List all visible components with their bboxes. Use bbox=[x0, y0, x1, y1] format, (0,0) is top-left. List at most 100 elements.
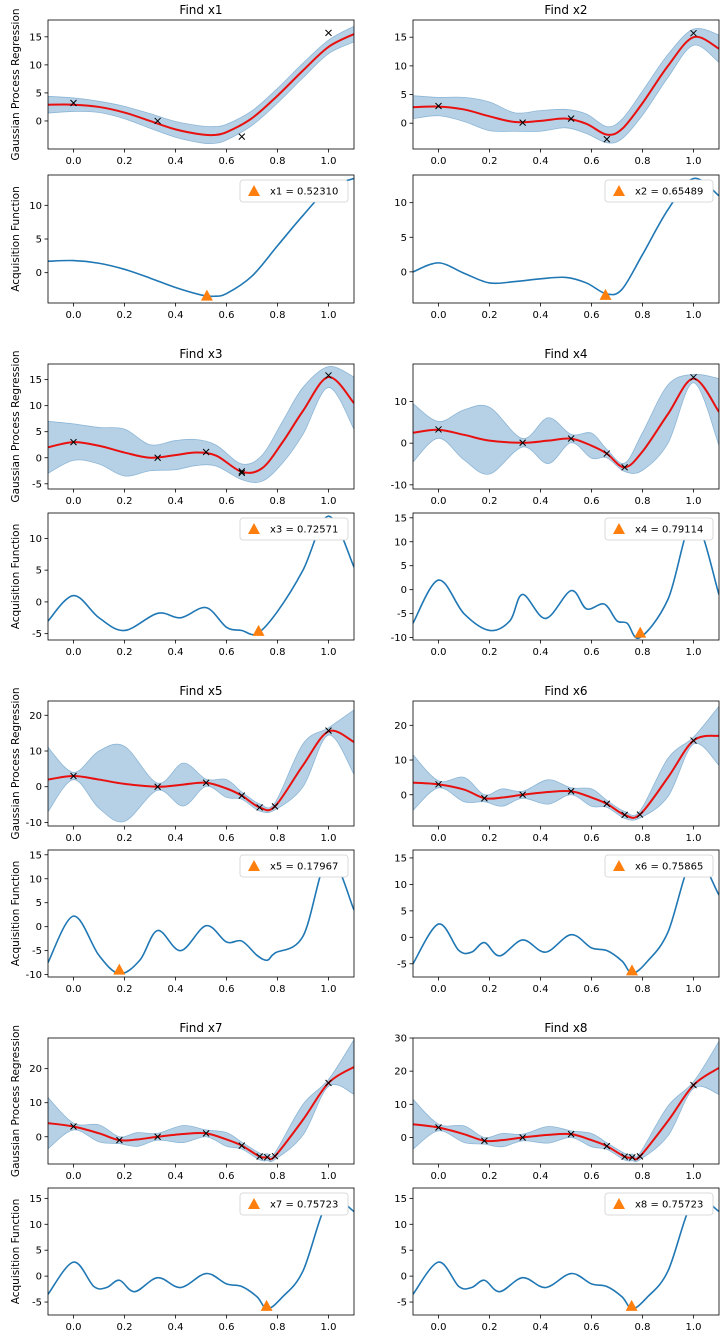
y-tick-label: -10 bbox=[391, 633, 407, 644]
y-tick-label: 5 bbox=[36, 1246, 42, 1257]
legend: x6 = 0.75865 bbox=[604, 854, 714, 878]
legend-frame bbox=[239, 179, 349, 203]
y-tick-label: 10 bbox=[394, 880, 407, 891]
acq-panel-3-plot-area bbox=[48, 515, 354, 636]
x-tick-label: 0.0 bbox=[66, 496, 82, 507]
acq-panel-5-plot-area bbox=[48, 856, 354, 975]
x-tick-label: 0.2 bbox=[117, 1322, 133, 1333]
observation-marker bbox=[70, 438, 77, 446]
gp-panel-5-plot-area bbox=[48, 709, 354, 823]
x-tick-label: 0.6 bbox=[219, 310, 235, 321]
x-tick-label: 1.0 bbox=[686, 496, 702, 507]
y-tick-label: 10 bbox=[394, 1220, 407, 1231]
legend-frame bbox=[239, 517, 349, 541]
y-tick-label: 0 bbox=[401, 585, 407, 596]
y-tick-label: 20 bbox=[394, 1067, 407, 1078]
x-tick-label: 0.0 bbox=[431, 984, 447, 995]
x-tick-label: 0.6 bbox=[584, 984, 600, 995]
observation-marker bbox=[519, 439, 527, 447]
legend-marker-icon bbox=[248, 1198, 260, 1209]
x-tick-label: 0.4 bbox=[533, 647, 549, 658]
observation-marker bbox=[154, 1133, 162, 1141]
panel-title: Find x3 bbox=[179, 347, 222, 361]
y-tick-label: 5 bbox=[401, 906, 407, 917]
x-tick-label: 0.8 bbox=[635, 156, 651, 167]
legend-label: x5 = 0.17967 bbox=[270, 862, 338, 873]
legend-marker-icon bbox=[613, 523, 625, 534]
observation-marker bbox=[238, 133, 246, 141]
observation-marker bbox=[70, 1123, 77, 1130]
x-tick-label: 0.2 bbox=[482, 647, 498, 658]
y-tick-label: -5 bbox=[32, 1298, 42, 1309]
legend-marker-icon bbox=[613, 185, 625, 196]
x-tick-label: 0.0 bbox=[66, 1171, 82, 1182]
observation-marker bbox=[238, 467, 246, 475]
x-tick-label: 0.2 bbox=[117, 156, 133, 167]
x-tick-label: 1.0 bbox=[321, 1322, 337, 1333]
x-tick-label: 0.6 bbox=[584, 647, 600, 658]
acquisition-line bbox=[413, 1197, 719, 1310]
acq-panel-7-plot-area bbox=[48, 1197, 354, 1310]
y-tick-label: 10 bbox=[394, 756, 407, 767]
panel-title: Find x8 bbox=[544, 1021, 587, 1035]
gp-panel-7: 0.0 0.2 0.4 0.6 0.8 1.0 0 10 20 Find x7 bbox=[29, 1021, 355, 1182]
acq-panel-2-plot-area bbox=[413, 177, 719, 296]
x-tick-label: 0.0 bbox=[66, 984, 82, 995]
y-tick-label: 15 bbox=[29, 32, 42, 43]
acquisition-line bbox=[48, 1197, 354, 1310]
observation-marker bbox=[154, 454, 162, 462]
observation-marker bbox=[271, 1152, 279, 1160]
x-tick-label: 0.2 bbox=[117, 1171, 133, 1182]
gp-axes-frame bbox=[47, 19, 355, 150]
x-tick-label: 0.8 bbox=[270, 984, 286, 995]
y-tick-label: -10 bbox=[26, 970, 42, 981]
observation-marker bbox=[238, 469, 246, 477]
acquisition-line bbox=[48, 856, 354, 975]
y-tick-label: -5 bbox=[397, 1298, 407, 1309]
acq-axes-frame bbox=[412, 849, 720, 978]
acq-panel-6-plot-area bbox=[413, 856, 719, 975]
acq-panel-4-plot-area bbox=[413, 519, 719, 640]
y-tick-label: 0 bbox=[36, 597, 42, 608]
gp-axes-frame bbox=[412, 363, 720, 490]
gp-panel-1-plot-area bbox=[48, 25, 354, 145]
x-tick-label: 0.4 bbox=[168, 647, 184, 658]
observation-marker bbox=[325, 372, 332, 379]
y-tick-label: 5 bbox=[401, 1246, 407, 1257]
x-tick-label: 1.0 bbox=[321, 496, 337, 507]
next-sample-marker bbox=[625, 1299, 638, 1311]
legend-marker-icon bbox=[613, 1198, 625, 1209]
gp-mean-line bbox=[48, 33, 354, 137]
gp-axes-frame bbox=[412, 1037, 720, 1165]
y-tick-label: 15 bbox=[29, 375, 42, 386]
gp-panel-8-plot-area bbox=[413, 1040, 719, 1163]
legend-frame bbox=[239, 854, 349, 878]
gp-panel-6: 0.0 0.2 0.4 0.6 0.8 1.0 0 10 20 Find x6 bbox=[394, 684, 720, 844]
x-tick-label: 0.0 bbox=[66, 156, 82, 167]
gp-mean-line bbox=[413, 35, 719, 136]
gp-panel-7-plot-area bbox=[48, 1038, 354, 1163]
legend-marker-icon bbox=[248, 185, 260, 196]
observation-marker bbox=[690, 737, 697, 744]
x-tick-label: 0.8 bbox=[270, 310, 286, 321]
y-tick-label: -5 bbox=[32, 946, 42, 957]
gp-panel-6-plot-area bbox=[413, 705, 719, 821]
observation-marker bbox=[435, 426, 442, 433]
legend: x8 = 0.75723 bbox=[604, 1192, 714, 1216]
x-tick-label: 0.4 bbox=[533, 310, 549, 321]
y-tick-label: 20 bbox=[29, 1064, 42, 1075]
gp-axes-frame bbox=[47, 1037, 355, 1165]
observation-marker bbox=[238, 1142, 246, 1149]
acq-axes-frame bbox=[47, 174, 355, 304]
next-sample-marker bbox=[625, 964, 638, 976]
acq-panel-8: 0.0 0.2 0.4 0.6 0.8 1.0 -5 0 5 10 15 x8 = 0.75723 bbox=[394, 1187, 720, 1333]
acq-axes-frame bbox=[412, 512, 720, 641]
x-tick-label: 0.2 bbox=[117, 310, 133, 321]
x-tick-label: 1.0 bbox=[321, 310, 337, 321]
x-tick-label: 0.6 bbox=[584, 496, 600, 507]
x-tick-label: 0.6 bbox=[584, 310, 600, 321]
y-tick-label: 5 bbox=[36, 427, 42, 438]
acq-panel-2: 0.0 0.2 0.4 0.6 0.8 1.0 0 5 10 x2 = 0.65489 bbox=[394, 174, 720, 321]
x-tick-label: 0.2 bbox=[482, 833, 498, 844]
